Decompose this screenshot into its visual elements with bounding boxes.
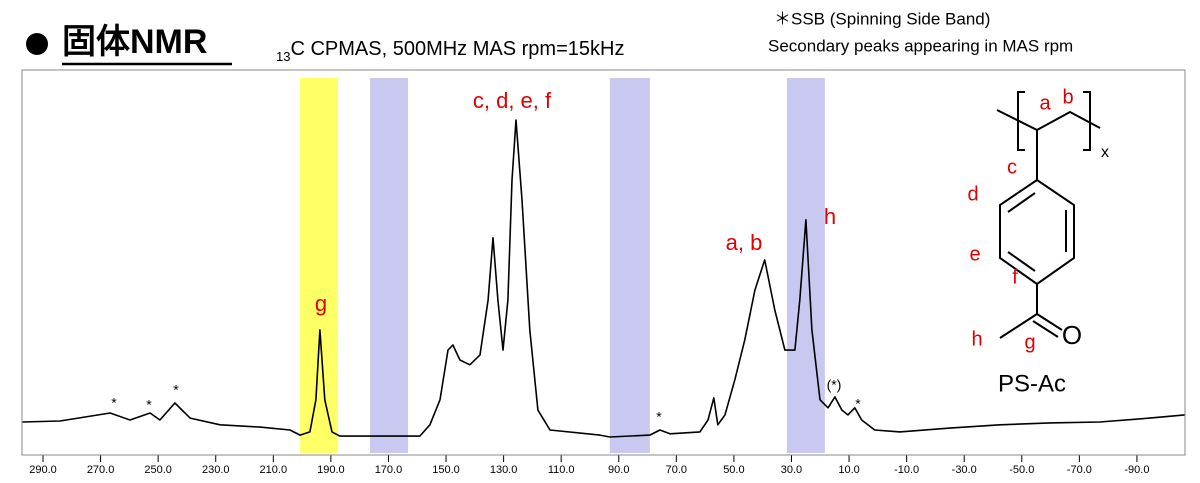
structure-label: c <box>1007 156 1017 178</box>
subscript: 13 <box>276 49 290 64</box>
x-tick-label: 10.0 <box>838 464 859 476</box>
x-tick-label: 210.0 <box>260 464 288 476</box>
highlight-band <box>300 78 339 453</box>
structure-label: O <box>1062 320 1082 350</box>
x-tick-label: 170.0 <box>375 464 403 476</box>
benzene <box>999 178 1075 286</box>
bracket <box>1083 91 1091 151</box>
x-tick-label: -10.0 <box>894 464 919 476</box>
plot: 290.0 270.0 250.0 230.0 210.0 190.0 170.0 150.0… <box>21 78 1185 476</box>
x-tick-label: 70.0 <box>666 464 687 476</box>
peak-label: g <box>315 291 327 316</box>
bond <box>1032 320 1059 338</box>
structure-label: g <box>1024 331 1035 353</box>
x-tick-label: 110.0 <box>548 464 575 476</box>
spectrum-line <box>21 119 1185 438</box>
x-tick-label: 30.0 <box>781 464 802 476</box>
peak-label: * <box>173 382 179 398</box>
highlight-band <box>370 78 409 453</box>
x-tick-label: 230.0 <box>202 464 230 476</box>
x-tick-label: 130.0 <box>490 464 518 476</box>
x-tick-label: 90.0 <box>608 464 629 476</box>
structure-label: e <box>969 243 980 265</box>
peak-label: h <box>824 204 836 229</box>
x-tick-label: -30.0 <box>952 464 977 476</box>
x-tick-label: -90.0 <box>1124 464 1149 476</box>
x-tick-label: 150.0 <box>432 464 460 476</box>
peak-label: * <box>146 397 152 413</box>
peak-label: a, b <box>726 230 763 255</box>
note: Secondary peaks appearing in MAS rpm <box>768 36 1073 55</box>
x-tick-label: 270.0 <box>87 464 115 476</box>
x-tick-label: 50.0 <box>723 464 744 476</box>
peak-label: * <box>855 396 861 412</box>
structure-label: f <box>1012 266 1018 288</box>
subtitle: 13C CPMAS, 500MHz MAS rpm=15kHz <box>276 38 624 64</box>
structure-label: d <box>967 183 978 205</box>
peak-label: * <box>656 409 662 425</box>
structure-label: x <box>1101 144 1109 161</box>
x-tick-label: -70.0 <box>1067 464 1092 476</box>
note: ＊SSB (Spinning Side Band) <box>774 9 990 28</box>
structure <box>996 91 1101 339</box>
bond <box>999 313 1038 339</box>
x-tick-label: 290.0 <box>29 464 57 476</box>
x-tick-label: -50.0 <box>1009 464 1034 476</box>
bond <box>1036 313 1063 331</box>
structure-label: h <box>971 328 982 350</box>
structure-label: b <box>1062 86 1073 108</box>
x-tick-label: 190.0 <box>317 464 345 476</box>
bracket <box>1017 91 1025 151</box>
bullet <box>26 33 48 55</box>
peak-label: * <box>111 395 117 411</box>
frame <box>21 69 1186 456</box>
bond <box>1007 251 1036 272</box>
structure-name: PS-Ac <box>998 370 1066 397</box>
structure-label: a <box>1039 92 1051 114</box>
bond <box>1007 192 1036 213</box>
peak-label: (*) <box>827 377 842 393</box>
subtitle-text: C CPMAS, 500MHz MAS rpm=15kHz <box>290 38 624 60</box>
x-tick-label: 250.0 <box>144 464 172 476</box>
title: 固体NMR <box>62 23 207 61</box>
highlight-band <box>609 78 650 453</box>
peak-label: c, d, e, f <box>473 88 552 113</box>
